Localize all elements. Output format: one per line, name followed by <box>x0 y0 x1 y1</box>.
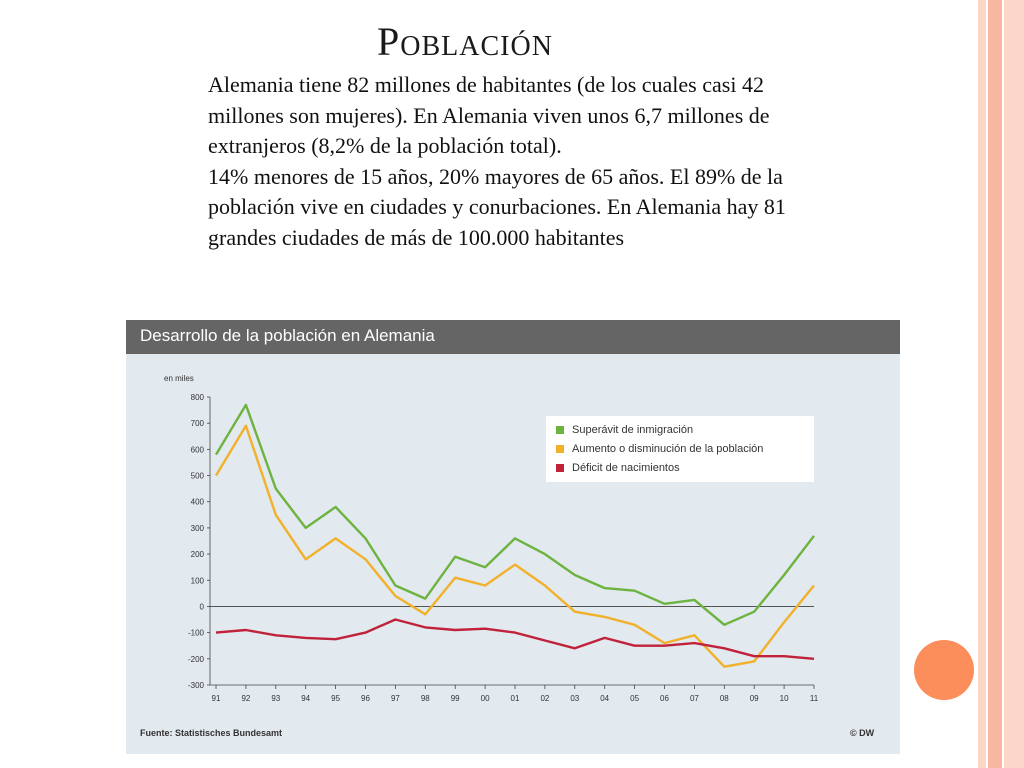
x-tick-label: 10 <box>780 694 789 703</box>
y-tick-label: 100 <box>191 576 205 585</box>
y-tick-label: 400 <box>191 498 205 507</box>
x-tick-label: 04 <box>600 694 609 703</box>
chart-panel: Desarrollo de la población en Alemania e… <box>126 320 900 754</box>
legend-item-population-change: Aumento o disminución de la población <box>556 439 814 458</box>
x-tick-label: 94 <box>301 694 310 703</box>
y-tick-label: -300 <box>188 681 205 690</box>
slide-title: Población <box>377 19 553 64</box>
legend-item-birth-deficit: Déficit de nacimientos <box>556 458 814 477</box>
stripe <box>988 0 1002 768</box>
x-tick-label: 99 <box>451 694 460 703</box>
x-tick-label: 06 <box>660 694 669 703</box>
y-tick-label: 800 <box>191 393 205 402</box>
series-line-0 <box>214 403 815 626</box>
x-tick-label: 11 <box>810 694 819 703</box>
x-tick-label: 05 <box>630 694 639 703</box>
x-tick-label: 98 <box>421 694 430 703</box>
x-tick-label: 08 <box>720 694 729 703</box>
x-tick-label: 03 <box>570 694 579 703</box>
paragraph-population: Alemania tiene 82 millones de habitantes… <box>208 72 770 158</box>
legend-label: Déficit de nacimientos <box>572 461 680 474</box>
legend-label: Superávit de inmigración <box>572 423 694 436</box>
y-tick-label: -200 <box>188 655 205 664</box>
y-tick-label: 200 <box>191 550 205 559</box>
x-tick-label: 02 <box>540 694 549 703</box>
y-tick-label: 300 <box>191 524 205 533</box>
paragraph-demographics: 14% menores de 15 años, 20% mayores de 6… <box>208 163 786 250</box>
y-axis-unit-label: en miles <box>164 374 194 383</box>
y-tick-label: 500 <box>191 472 205 481</box>
decorative-dot <box>914 640 974 700</box>
line-chart: en miles 8007006005004003002001000-100-2… <box>164 374 819 703</box>
x-tick-label: 97 <box>391 694 400 703</box>
y-tick-label: 0 <box>200 602 205 611</box>
x-tick-label: 91 <box>212 694 221 703</box>
x-tick-label: 07 <box>690 694 699 703</box>
legend-label: Aumento o disminución de la población <box>572 442 764 455</box>
body-text: Alemania tiene 82 millones de habitantes… <box>208 70 828 253</box>
decorative-stripes <box>978 0 1024 768</box>
legend-swatch-green <box>556 425 564 434</box>
x-tick-label: 00 <box>481 694 490 703</box>
chart-legend: Superávit de inmigración Aumento o dismi… <box>546 416 814 482</box>
stripe <box>978 0 986 768</box>
chart-header: Desarrollo de la población en Alemania <box>126 320 900 354</box>
legend-swatch-orange <box>556 444 564 453</box>
x-tick-label: 01 <box>511 694 520 703</box>
y-tick-label: 700 <box>191 419 205 428</box>
series-line-2 <box>215 618 815 660</box>
x-tick-label: 96 <box>361 694 370 703</box>
legend-swatch-red <box>556 463 564 472</box>
chart-source: Fuente: Statistisches Bundesamt <box>140 728 283 738</box>
stripe <box>1004 0 1024 768</box>
x-tick-label: 93 <box>271 694 280 703</box>
y-tick-label: 600 <box>191 445 205 454</box>
x-tick-label: 09 <box>750 694 759 703</box>
series-line-1 <box>214 424 815 668</box>
legend-item-immigration: Superávit de inmigración <box>556 420 814 439</box>
x-tick-label: 92 <box>241 694 250 703</box>
y-tick-label: -100 <box>188 629 205 638</box>
chart-title: Desarrollo de la población en Alemania <box>140 326 435 345</box>
x-tick-label: 95 <box>331 694 340 703</box>
chart-credit: © DW <box>850 728 875 738</box>
